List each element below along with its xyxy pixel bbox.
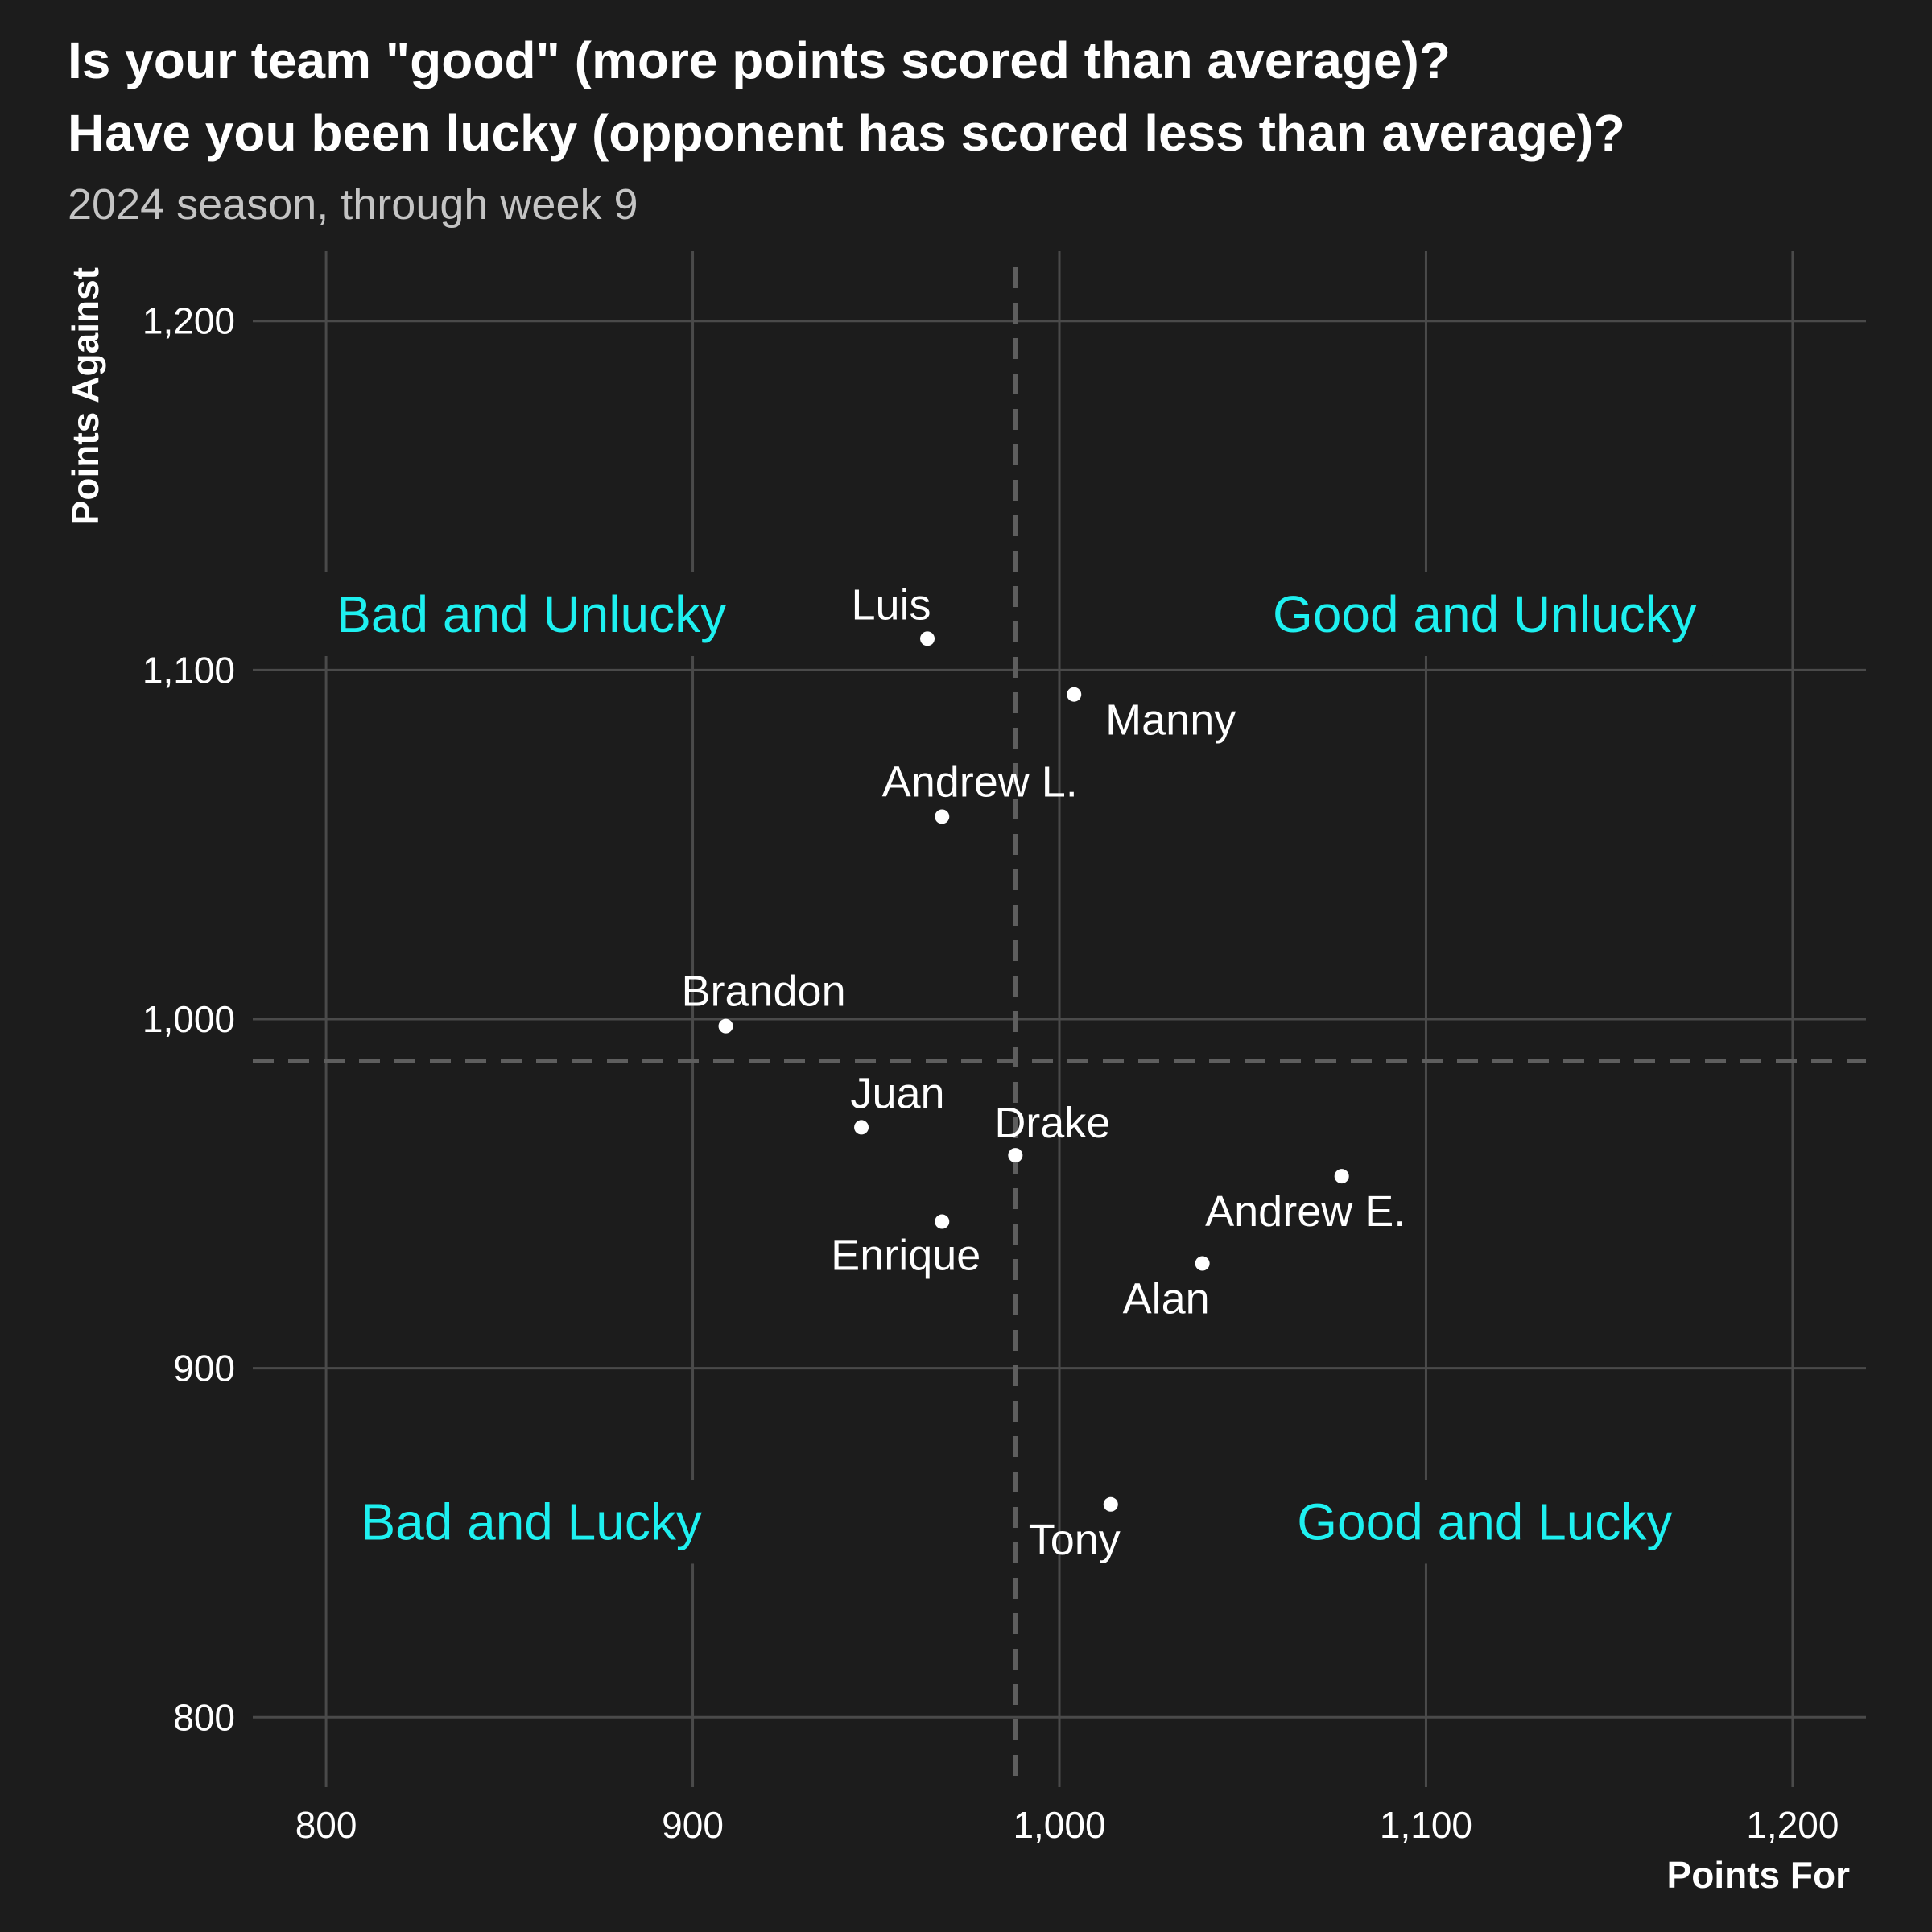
- point-label: Andrew L.: [882, 758, 1078, 806]
- chart-title-line-1: Is your team "good" (more points scored …: [68, 31, 1451, 89]
- data-point: [935, 1214, 950, 1229]
- grid-lines: [253, 251, 1866, 1787]
- point-label: Tony: [1029, 1516, 1121, 1564]
- data-point: [1103, 1496, 1118, 1512]
- quadrant-label-group: Bad and Unlucky: [320, 572, 743, 656]
- x-axis-title: Points For: [1667, 1854, 1851, 1896]
- quadrant-label-background: [320, 572, 743, 656]
- chart-subtitle: 2024 season, through week 9: [68, 180, 638, 229]
- quadrant-label: Good and Lucky: [1297, 1492, 1672, 1550]
- x-tick-label: 900: [662, 1804, 724, 1846]
- quadrant-label: Bad and Unlucky: [336, 585, 726, 643]
- data-point: [935, 809, 950, 824]
- data-point: [1195, 1256, 1210, 1271]
- average-reference-lines: [253, 267, 1866, 1787]
- y-tick-label: 800: [173, 1696, 235, 1738]
- point-label: Enrique: [831, 1232, 980, 1280]
- data-point: [854, 1120, 869, 1135]
- chart-title-line-2: Have you been lucky (opponent has scored…: [68, 104, 1625, 162]
- x-tick-label: 1,100: [1380, 1804, 1472, 1846]
- quadrant-label: Good and Unlucky: [1273, 585, 1697, 643]
- y-tick-label: 900: [173, 1348, 235, 1389]
- point-label: Manny: [1105, 696, 1236, 745]
- point-label: Andrew E.: [1205, 1187, 1406, 1236]
- y-axis-ticks: 800 900 1,000 1,100 1,200: [142, 300, 235, 1739]
- data-point: [718, 1018, 733, 1034]
- y-axis-title: Points Against: [64, 267, 106, 525]
- data-point: [1008, 1148, 1023, 1163]
- point-label: Luis: [852, 580, 931, 629]
- quadrant-label-group: Bad and Lucky: [345, 1480, 718, 1564]
- data-point: [1334, 1169, 1349, 1184]
- quadrant-label-background: [345, 1480, 718, 1564]
- y-tick-label: 1,100: [142, 649, 235, 691]
- point-label: Drake: [994, 1099, 1110, 1147]
- x-tick-label: 800: [295, 1804, 357, 1846]
- quadrant-label: Bad and Lucky: [361, 1492, 701, 1550]
- point-label: Juan: [850, 1069, 944, 1117]
- quadrant-label-background: [1257, 572, 1713, 656]
- y-tick-label: 1,000: [142, 998, 235, 1040]
- quadrant-label-background: [1281, 1480, 1689, 1564]
- data-point: [1067, 687, 1082, 702]
- point-label: Brandon: [681, 968, 845, 1016]
- x-tick-label: 1,200: [1746, 1804, 1839, 1846]
- point-label: Alan: [1123, 1275, 1210, 1323]
- quadrant-label-group: Good and Unlucky: [1257, 572, 1713, 656]
- point-labels: Luis Manny Andrew L. Brandon Juan Drake Andrew…: [681, 580, 1406, 1563]
- data-points: [718, 631, 1349, 1512]
- data-point: [920, 631, 935, 646]
- x-axis-ticks: 800 900 1,000 1,100 1,200: [295, 1804, 1839, 1846]
- x-tick-label: 1,000: [1013, 1804, 1105, 1846]
- y-tick-label: 1,200: [142, 300, 235, 342]
- quadrant-labels: Bad and Unlucky Good and Unlucky Bad and L…: [320, 572, 1713, 1564]
- quadrant-label-group: Good and Lucky: [1281, 1480, 1689, 1564]
